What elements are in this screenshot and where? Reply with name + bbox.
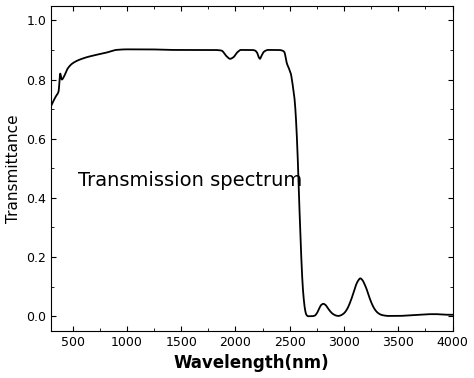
X-axis label: Wavelength(nm): Wavelength(nm)	[174, 355, 329, 372]
Y-axis label: Transmittance: Transmittance	[6, 114, 20, 223]
Text: Transmission spectrum: Transmission spectrum	[78, 171, 302, 190]
